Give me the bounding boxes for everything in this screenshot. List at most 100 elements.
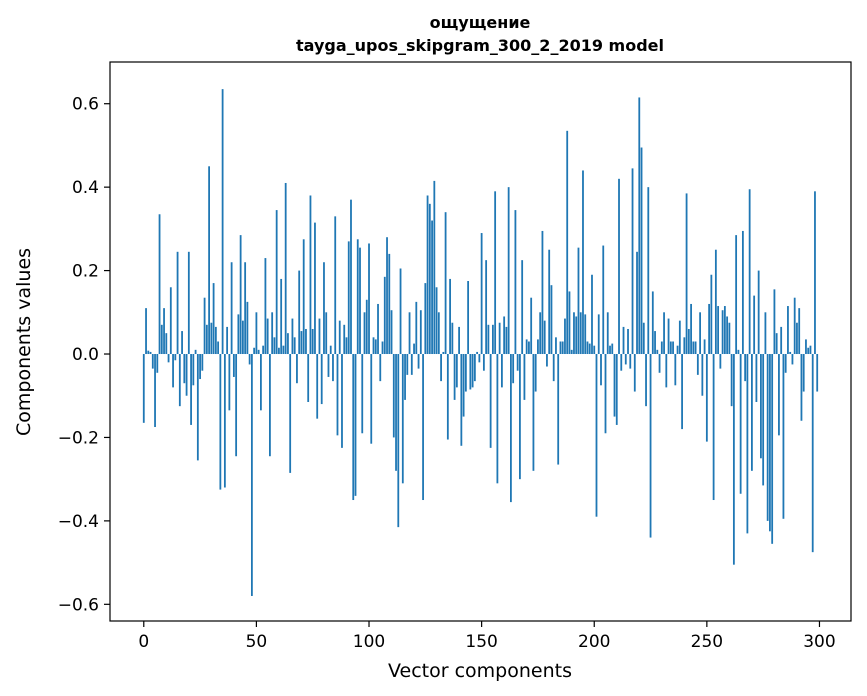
bar-137 [451, 322, 454, 355]
bar-185 [559, 341, 562, 355]
bar-85 [334, 216, 337, 355]
bar-50 [255, 312, 258, 355]
bar-20 [187, 251, 190, 355]
bar-252 [710, 274, 713, 355]
bar-214 [624, 354, 627, 365]
plot-frame [109, 61, 852, 622]
bar-202 [597, 314, 600, 355]
bar-270 [751, 354, 753, 471]
bar-178 [543, 320, 546, 355]
bar-8 [160, 324, 163, 355]
bar-166 [516, 354, 519, 371]
bar-37 [226, 326, 229, 355]
bar-138 [453, 354, 456, 400]
bar-103 [374, 339, 377, 355]
bar-233 [667, 318, 670, 355]
x-tick-label: 250 [691, 632, 723, 652]
bar-240 [683, 337, 686, 355]
bar-4 [151, 354, 154, 369]
bar-61 [280, 278, 283, 355]
bar-134 [444, 212, 447, 355]
bar-102 [372, 337, 375, 355]
bar-155 [491, 324, 494, 355]
bar-117 [406, 354, 409, 375]
x-tick-label: 0 [138, 632, 149, 652]
bar-2 [147, 350, 150, 355]
bar-48 [250, 354, 253, 596]
bar-150 [480, 233, 483, 355]
bar-11 [167, 354, 170, 363]
y-axis-ticks: −0.6 −0.4 −0.2 0.0 0.2 0.4 0.6 [58, 95, 110, 615]
bar-200 [593, 345, 596, 355]
bar-97 [361, 354, 364, 434]
bar-77 [316, 354, 319, 419]
bar-165 [514, 210, 517, 355]
bar-182 [552, 354, 555, 382]
bar-130 [435, 287, 438, 355]
bar-81 [325, 312, 328, 355]
bar-148 [476, 351, 479, 355]
bar-131 [437, 312, 440, 355]
bar-83 [329, 345, 332, 355]
bar-67 [293, 337, 296, 355]
bar-141 [460, 354, 463, 446]
bar-232 [665, 354, 668, 388]
bar-107 [383, 276, 386, 355]
bar-54 [264, 258, 267, 355]
bar-21 [190, 354, 192, 425]
x-tick-label: 200 [578, 632, 610, 652]
bar-221 [640, 147, 643, 355]
bar-45 [244, 262, 247, 355]
bar-210 [615, 354, 618, 425]
x-tick-label: 100 [353, 632, 385, 652]
bar-265 [739, 354, 742, 494]
bar-298 [814, 191, 816, 355]
bar-228 [656, 349, 659, 355]
bar-76 [314, 222, 316, 355]
bar-13 [172, 354, 174, 388]
bar-144 [467, 281, 470, 355]
bar-179 [546, 354, 548, 367]
bar-82 [327, 354, 330, 377]
bar-247 [699, 312, 701, 355]
bar-201 [595, 354, 598, 517]
bar-277 [766, 354, 769, 521]
bar-6 [156, 354, 159, 373]
bar-280 [773, 289, 776, 355]
bar-241 [685, 193, 688, 355]
bar-219 [636, 251, 638, 355]
bar-211 [618, 178, 620, 355]
bar-36 [223, 354, 226, 488]
bar-167 [519, 354, 521, 480]
bar-126 [426, 195, 429, 355]
bar-272 [755, 354, 758, 402]
bar-168 [521, 260, 524, 355]
bar-234 [669, 341, 672, 355]
bar-110 [390, 310, 393, 355]
bar-291 [798, 308, 801, 355]
bar-196 [584, 314, 587, 355]
bar-254 [714, 249, 717, 355]
bar-273 [757, 270, 760, 355]
bar-275 [762, 354, 765, 486]
bar-261 [730, 354, 733, 407]
y-tick-label: 0.4 [72, 178, 99, 198]
bar-194 [579, 312, 582, 355]
bar-73 [307, 354, 310, 402]
bar-74 [309, 195, 312, 355]
x-tick-label: 50 [246, 632, 268, 652]
bar-164 [512, 354, 515, 384]
bar-0 [142, 354, 145, 423]
bar-258 [723, 306, 726, 355]
bar-290 [796, 322, 798, 355]
bar-118 [408, 312, 411, 355]
bar-108 [386, 237, 388, 355]
bar-55 [266, 318, 269, 355]
bar-284 [782, 354, 785, 519]
bar-100 [368, 243, 370, 355]
bar-208 [611, 343, 614, 355]
bar-5 [154, 354, 156, 428]
bar-253 [712, 354, 715, 501]
bar-212 [620, 354, 623, 371]
bar-10 [165, 333, 168, 355]
